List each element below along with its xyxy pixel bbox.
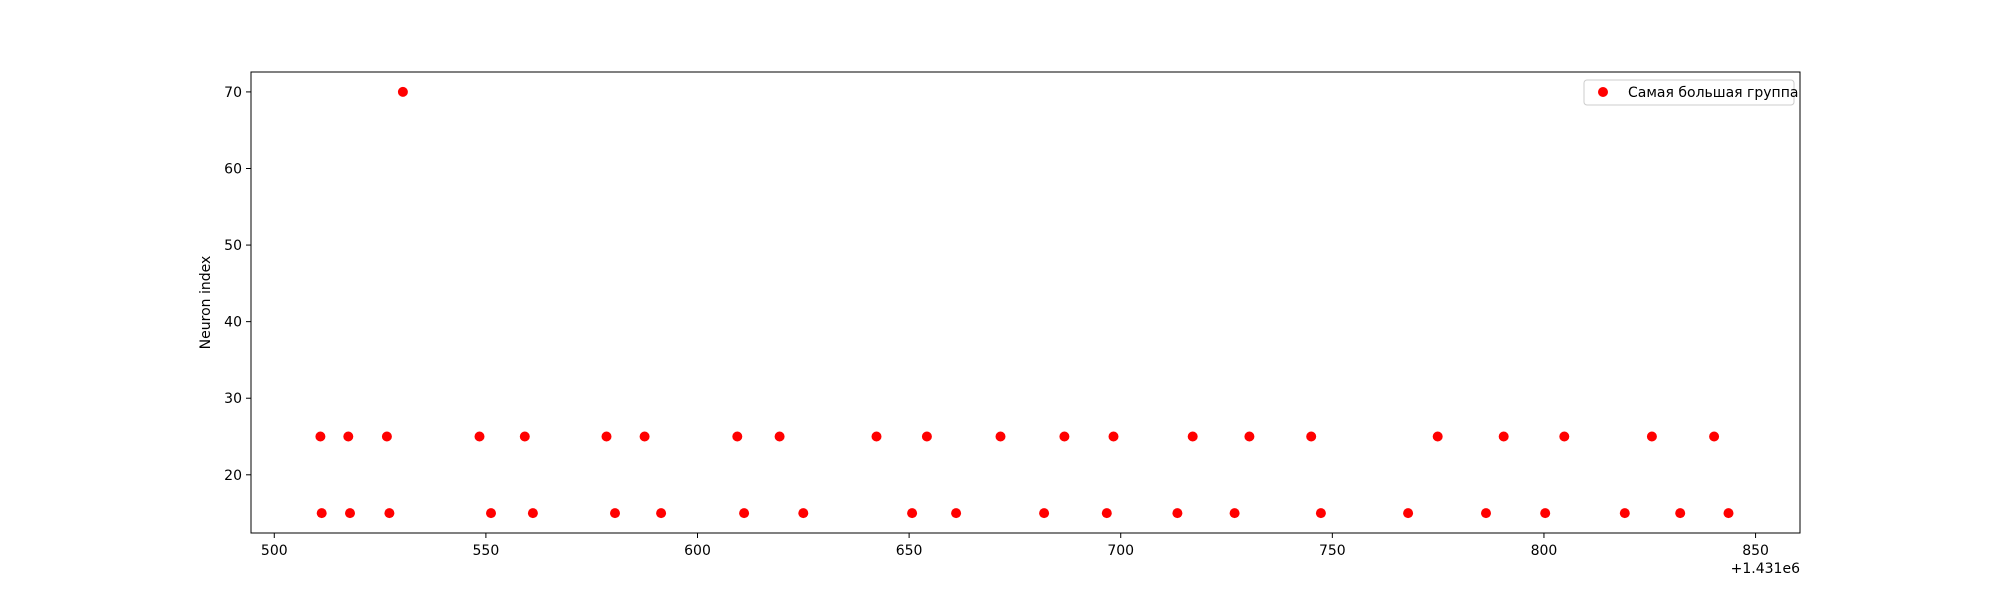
data-point — [1498, 431, 1509, 442]
data-point — [1101, 508, 1112, 519]
legend-label: Самая большая группа — [1628, 85, 1798, 101]
data-point — [995, 431, 1006, 442]
y-tick-label: 40 — [224, 315, 242, 331]
data-point — [1315, 508, 1326, 519]
y-tick-label: 30 — [224, 391, 242, 407]
data-point — [519, 431, 530, 442]
data-point — [1039, 508, 1050, 519]
data-point — [345, 508, 355, 519]
data-point — [1723, 508, 1734, 519]
data-point — [1229, 508, 1240, 519]
data-point — [739, 508, 750, 519]
data-point — [397, 86, 408, 97]
y-tick-label: 20 — [224, 468, 242, 484]
data-point — [1619, 508, 1630, 519]
plot-area-frame — [250, 71, 1801, 534]
data-point — [474, 431, 485, 442]
data-point — [732, 431, 743, 442]
data-point — [871, 431, 882, 442]
data-point — [381, 431, 392, 442]
data-point — [1709, 431, 1720, 442]
data-point — [656, 508, 667, 519]
data-point — [1432, 431, 1443, 442]
data-point — [343, 431, 354, 442]
x-tick-label: 550 — [473, 543, 500, 559]
y-axis-label: Neuron index — [198, 256, 214, 350]
data-point — [1403, 508, 1414, 519]
data-point — [1172, 508, 1183, 519]
data-point — [1108, 431, 1119, 442]
x-tick-label: 500 — [261, 543, 288, 559]
y-axis-ticks: 20 30 40 50 60 70 — [224, 85, 251, 484]
legend-frame — [1583, 79, 1795, 106]
data-point — [907, 508, 918, 519]
y-tick-label: 70 — [224, 85, 242, 101]
data-points — [315, 86, 1734, 519]
data-point — [315, 431, 326, 442]
x-tick-label: 650 — [896, 543, 923, 559]
data-point — [1540, 508, 1551, 519]
data-point — [1187, 431, 1198, 442]
data-point — [486, 508, 496, 519]
data-point — [1675, 508, 1686, 519]
data-point — [774, 431, 785, 442]
data-point — [610, 508, 620, 519]
x-tick-label: 750 — [1319, 543, 1346, 559]
data-point — [1559, 431, 1570, 442]
data-point — [798, 508, 809, 519]
data-point — [1646, 431, 1657, 442]
data-point — [384, 508, 395, 519]
y-tick-label: 50 — [224, 238, 242, 254]
data-point — [639, 431, 650, 442]
y-tick-label: 60 — [224, 161, 242, 177]
x-tick-label: 600 — [684, 543, 711, 559]
data-point — [316, 508, 327, 519]
data-point — [1059, 431, 1070, 442]
x-tick-label: 700 — [1107, 543, 1134, 559]
data-point — [921, 431, 932, 442]
data-point — [601, 431, 612, 442]
legend: Самая большая группа — [1583, 79, 1798, 106]
x-axis-ticks: 500 550 600 650 700 750 800 850 — [261, 533, 1769, 559]
legend-marker — [1598, 87, 1608, 97]
data-point — [527, 508, 538, 519]
data-point — [1244, 431, 1255, 442]
data-point — [951, 508, 962, 519]
x-axis-offset-label: +1.431e6 — [1731, 561, 1800, 577]
x-tick-label: 850 — [1742, 543, 1769, 559]
data-point — [1481, 508, 1491, 519]
data-point — [1306, 431, 1317, 442]
x-tick-label: 800 — [1531, 543, 1558, 559]
